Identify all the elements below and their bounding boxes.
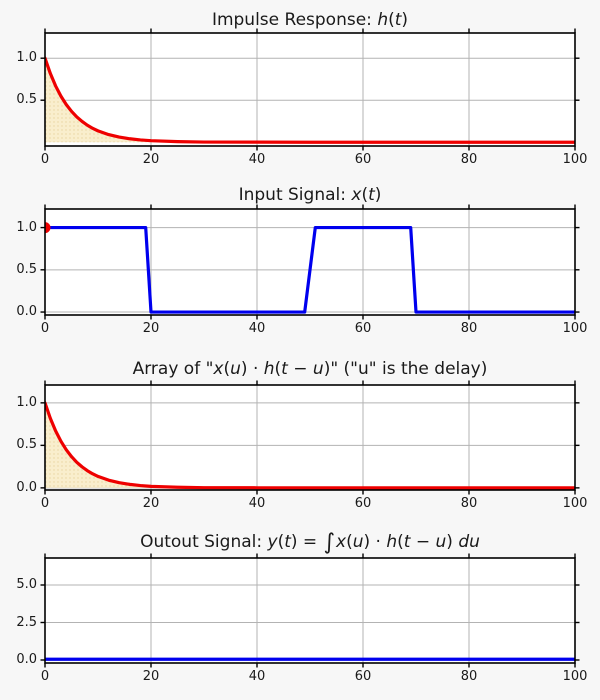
x-tick-label: 60	[354, 152, 372, 167]
title-segment: (	[223, 359, 231, 379]
title-segment: ) ·	[240, 359, 264, 379]
title-segment: u	[230, 359, 241, 379]
x-tick-label: 0	[40, 669, 50, 684]
x-tick-label: 40	[248, 496, 266, 511]
title-segment: t	[284, 532, 291, 552]
chart-svg	[40, 380, 580, 495]
y-tick-label: 1.0	[16, 394, 37, 410]
title-segment: )" ("u" is the delay)	[323, 359, 488, 379]
title-segment: ) =	[290, 532, 323, 552]
y-tick-label: 0.0	[16, 304, 37, 320]
input-signal-curve	[45, 225, 575, 314]
x-tick-label: 40	[248, 669, 266, 684]
product-array-curve	[45, 401, 575, 490]
title-segment: )	[401, 10, 409, 30]
title-segment: t	[368, 185, 375, 205]
title-segment: Input Signal:	[238, 185, 352, 205]
title-segment: h	[377, 10, 389, 30]
x-tick-label: 80	[460, 496, 478, 511]
product-array-plot: 0 20 40 60 80 100 0.0 0.5 1.0	[16, 380, 587, 511]
x-tick-label: 20	[142, 669, 160, 684]
title-segment: (	[346, 532, 353, 552]
x-tick-label: 100	[562, 496, 588, 511]
y-tick-label: 5.0	[16, 577, 37, 592]
title-segment: Array of "	[132, 359, 214, 379]
chart-title-product-array: Array of "x(u) · h(t − u)" ("u" is the d…	[45, 357, 575, 381]
x-tick-label: 100	[562, 669, 588, 684]
title-segment: Impulse Response:	[211, 10, 378, 30]
impulse-response-plot: 0 20 40 60 80 100 0.5 1.0	[16, 28, 587, 167]
title-segment: h	[386, 532, 398, 552]
title-segment: h	[263, 359, 275, 379]
x-tick-label: 0	[40, 496, 50, 511]
x-tick-label: 60	[354, 669, 372, 684]
title-segment: u	[352, 532, 364, 552]
output-signal-plot: 0 20 40 60 80 100 0.0 2.5 5.0	[16, 553, 587, 684]
chart-title-output-signal: Outout Signal: y(t) = ∫x(u) · h(t − u) d…	[45, 530, 575, 555]
title-segment: t	[394, 10, 402, 30]
y-tick-label: 1.0	[16, 219, 37, 235]
y-tick-label: 2.5	[16, 614, 37, 630]
title-segment: (	[397, 532, 404, 552]
x-tick-label: 100	[562, 321, 588, 336]
title-segment: )	[446, 532, 459, 552]
x-tick-label: 20	[142, 496, 160, 511]
title-segment: du	[458, 532, 480, 552]
title-segment: t	[281, 359, 288, 379]
title-segment: (	[388, 10, 395, 30]
x-tick-label: 20	[142, 152, 160, 167]
title-segment: (	[277, 532, 285, 552]
title-segment: −	[410, 532, 436, 552]
chart-svg	[40, 204, 580, 320]
x-tick-label: 60	[354, 496, 372, 511]
title-segment: x	[351, 185, 362, 205]
x-tick-label: 0	[40, 321, 50, 336]
title-segment: −	[287, 359, 313, 379]
chart-svg	[40, 553, 580, 668]
title-segment: (	[274, 359, 282, 379]
title-segment: (	[361, 185, 369, 205]
impulse-response-curve	[45, 56, 575, 144]
y-tick-label: 1.0	[16, 50, 37, 66]
y-tick-label: 0.5	[16, 261, 37, 277]
title-segment: u	[435, 532, 447, 552]
input-signal-plot: 0 20 40 60 80 100 0.0 0.5 1.0	[16, 204, 587, 336]
chart-title-input-signal: Input Signal: x(t)	[45, 183, 575, 207]
y-tick-label: 0.0	[16, 652, 37, 667]
x-tick-label: 20	[142, 321, 160, 336]
y-tick-label: 0.5	[16, 92, 37, 108]
x-tick-label: 40	[248, 321, 266, 336]
x-tick-label: 100	[562, 152, 588, 167]
title-segment: Outout Signal:	[140, 532, 268, 552]
start-marker	[45, 222, 51, 234]
x-tick-label: 60	[354, 321, 372, 336]
x-tick-label: 80	[460, 152, 478, 167]
title-segment: y	[267, 532, 278, 552]
chart-title-impulse-response: Impulse Response: h(t)	[45, 8, 575, 32]
title-segment: x	[336, 532, 347, 552]
x-tick-label: 80	[460, 321, 478, 336]
y-tick-label: 0.5	[16, 437, 37, 453]
x-tick-label: 0	[40, 152, 50, 167]
title-segment: ) ·	[363, 532, 387, 552]
title-segment: ∫	[323, 530, 336, 555]
x-tick-label: 80	[460, 669, 478, 684]
y-tick-label: 0.0	[16, 479, 37, 495]
title-segment: )	[374, 185, 382, 205]
title-segment: x	[213, 359, 224, 379]
title-segment: t	[403, 532, 411, 552]
title-segment: u	[312, 359, 324, 379]
x-tick-label: 40	[248, 152, 266, 167]
chart-svg	[40, 28, 580, 151]
